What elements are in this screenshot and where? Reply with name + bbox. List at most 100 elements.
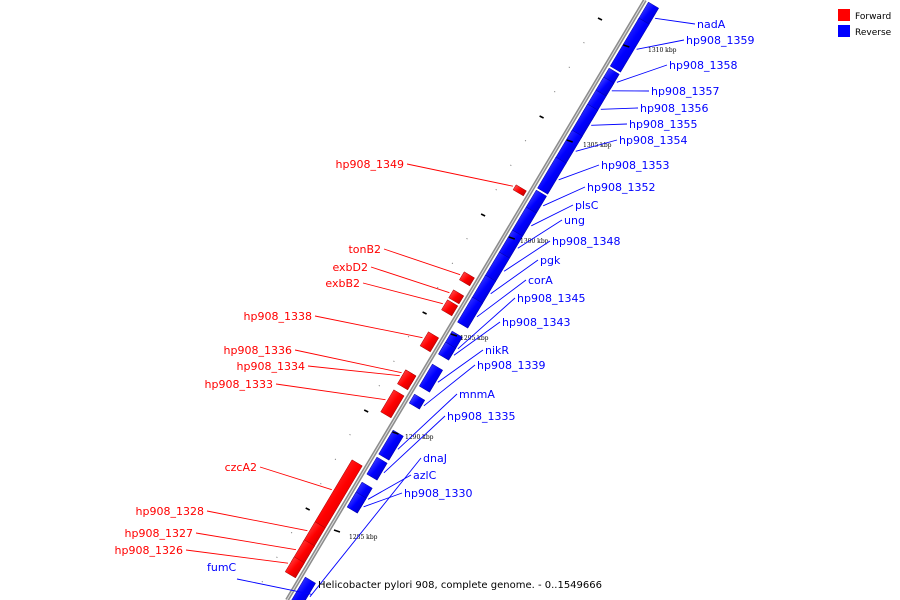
gene-hp908_1343[interactable] xyxy=(438,341,457,361)
legend-swatch-reverse xyxy=(838,25,850,37)
leader-hp908_1343 xyxy=(453,321,501,356)
gene-label-pgk[interactable]: pgk xyxy=(540,254,561,267)
gene-label-plsC[interactable]: plsC xyxy=(575,199,599,212)
leader-hp908_1345 xyxy=(457,297,516,350)
gene-label-hp908_1343[interactable]: hp908_1343 xyxy=(502,316,570,329)
minor-tick xyxy=(466,238,468,240)
gene-exbB2[interactable] xyxy=(441,299,459,317)
tick-mark xyxy=(623,44,630,48)
gene-nikR[interactable] xyxy=(418,363,444,393)
gene-label-hp908_1348[interactable]: hp908_1348 xyxy=(552,235,620,248)
gene-dnaJ[interactable] xyxy=(290,576,316,600)
tick-label: 1290 kbp xyxy=(405,434,434,441)
minor-tick xyxy=(510,164,512,166)
gene-hp908_1334[interactable] xyxy=(397,369,417,391)
gene-label-corA[interactable]: corA xyxy=(528,274,553,287)
gene-label-hp908_1356[interactable]: hp908_1356 xyxy=(640,102,708,115)
gene-hp908_1359[interactable] xyxy=(609,17,650,73)
tick-mark xyxy=(566,139,573,143)
leader-fumC xyxy=(236,578,312,595)
gene-label-nadA[interactable]: nadA xyxy=(697,18,726,31)
gene-label-hp908_1353[interactable]: hp908_1353 xyxy=(601,159,669,172)
gene-label-hp908_1336[interactable]: hp908_1336 xyxy=(224,344,292,357)
gene-hp908_1335[interactable] xyxy=(366,456,388,481)
gene-label-hp908_1330[interactable]: hp908_1330 xyxy=(404,487,472,500)
leader-hp908_1349 xyxy=(406,163,513,187)
leader-azlC xyxy=(367,474,412,500)
gene-plsC[interactable] xyxy=(512,206,537,237)
minor-tick xyxy=(276,556,278,558)
gene-label-tonB2[interactable]: tonB2 xyxy=(348,243,381,256)
tick-label: 1285 kbp xyxy=(349,534,378,541)
gene-hp908_1326[interactable] xyxy=(284,556,305,579)
gene-label-hp908_1352[interactable]: hp908_1352 xyxy=(587,181,655,194)
minor-tick xyxy=(451,262,454,264)
leader-hp908_1356 xyxy=(600,107,639,110)
legend: Forward Reverse xyxy=(838,9,892,38)
leader-hp908_1338 xyxy=(314,315,423,339)
gene-mnmA[interactable] xyxy=(378,429,404,461)
gene-label-hp908_1358[interactable]: hp908_1358 xyxy=(669,59,737,72)
leader-dnaJ xyxy=(309,457,422,598)
gene-label-azlC[interactable]: azlC xyxy=(413,469,437,482)
legend-label-reverse: Reverse xyxy=(855,28,892,38)
minor-tick xyxy=(261,581,263,583)
gene-label-hp908_1345[interactable]: hp908_1345 xyxy=(517,292,585,305)
gene-label-fumC[interactable]: fumC xyxy=(207,561,237,574)
leader-nikR xyxy=(437,349,484,383)
gene-label-hp908_1355[interactable]: hp908_1355 xyxy=(629,118,697,131)
minor-tick xyxy=(305,507,311,511)
gene-label-hp908_1334[interactable]: hp908_1334 xyxy=(237,360,305,373)
leader-hp908_1353 xyxy=(558,164,600,181)
gene-hp908_1330[interactable] xyxy=(346,491,367,514)
gene-hp908_1349[interactable] xyxy=(512,184,527,197)
minor-tick xyxy=(437,287,439,289)
gene-label-czcA2[interactable]: czcA2 xyxy=(225,461,257,474)
leader-hp908_1352 xyxy=(543,186,586,207)
gene-label-hp908_1338[interactable]: hp908_1338 xyxy=(244,310,312,323)
gene-label-exbD2[interactable]: exbD2 xyxy=(332,261,368,274)
gene-hp908_1339[interactable] xyxy=(408,393,426,410)
gene-label-hp908_1359[interactable]: hp908_1359 xyxy=(686,34,754,47)
leader-hp908_1355 xyxy=(591,123,628,126)
leader-pgk xyxy=(490,259,539,295)
gene-label-hp908_1326[interactable]: hp908_1326 xyxy=(115,544,183,557)
gene-label-dnaJ[interactable]: dnaJ xyxy=(423,452,447,465)
gene-label-hp908_1335[interactable]: hp908_1335 xyxy=(447,410,515,423)
tick-mark xyxy=(450,333,458,337)
gene-hp908_1333[interactable] xyxy=(380,389,405,419)
leader-hp908_1327 xyxy=(195,532,297,551)
leader-nadA xyxy=(655,17,696,25)
gene-label-hp908_1328[interactable]: hp908_1328 xyxy=(136,505,204,518)
minor-tick xyxy=(495,189,497,191)
gene-label-hp908_1354[interactable]: hp908_1354 xyxy=(619,134,687,147)
gene-label-hp908_1357[interactable]: hp908_1357 xyxy=(651,85,719,98)
gene-label-hp908_1327[interactable]: hp908_1327 xyxy=(125,527,193,540)
gene-hp908_1353[interactable] xyxy=(537,156,567,195)
leader-hp908_1358 xyxy=(616,64,668,83)
leader-plsC xyxy=(531,204,574,227)
leader-ung xyxy=(517,219,563,249)
leader-exbB2 xyxy=(362,282,443,305)
gene-corA[interactable] xyxy=(457,296,484,329)
minor-tick xyxy=(597,17,603,21)
tick-mark xyxy=(392,431,399,435)
gene-label-hp908_1333[interactable]: hp908_1333 xyxy=(205,378,273,391)
genome-caption: Helicobacter pylori 908, complete genome… xyxy=(318,580,602,591)
gene-label-hp908_1339[interactable]: hp908_1339 xyxy=(477,359,545,372)
minor-tick xyxy=(334,458,337,460)
leader-tonB2 xyxy=(383,248,461,276)
gene-label-hp908_1349[interactable]: hp908_1349 xyxy=(336,158,404,171)
gene-hp908_1338[interactable] xyxy=(419,331,440,353)
gene-label-ung[interactable]: ung xyxy=(564,214,585,227)
minor-tick xyxy=(524,140,527,142)
leader-hp908_1330 xyxy=(363,492,403,508)
gene-label-mnmA[interactable]: mnmA xyxy=(459,388,495,401)
gene-exbD2[interactable] xyxy=(448,289,465,305)
leader-mnmA xyxy=(397,393,458,450)
minor-tick xyxy=(422,311,427,315)
gene-tonB2[interactable] xyxy=(459,271,475,287)
gene-label-nikR[interactable]: nikR xyxy=(485,344,509,357)
gene-label-exbB2[interactable]: exbB2 xyxy=(325,277,360,290)
